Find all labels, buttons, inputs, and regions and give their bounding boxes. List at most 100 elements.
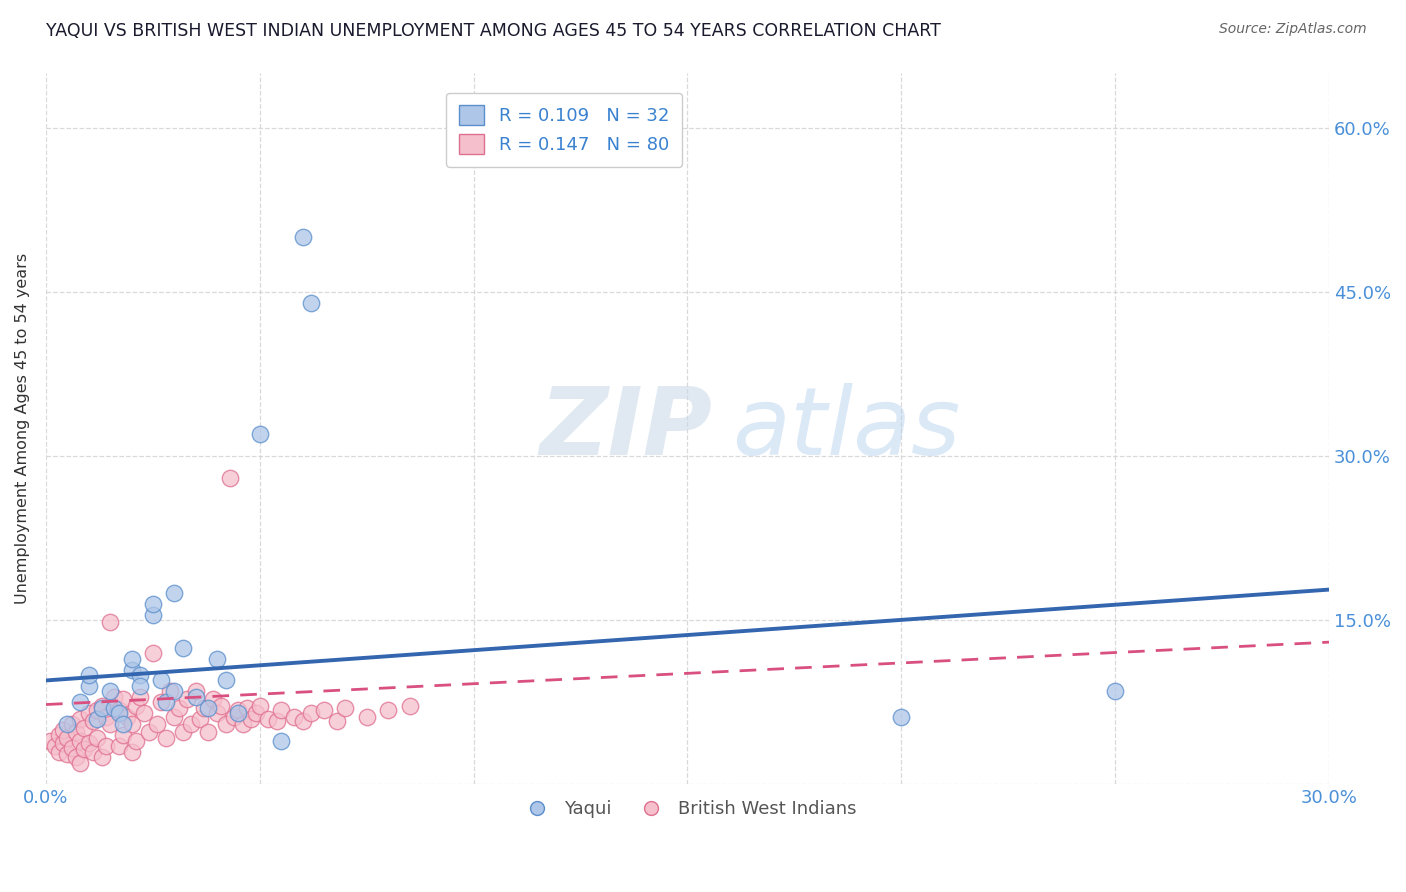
Point (121, 663, 143, 677)
Point (73, 742, 96, 756)
Point (107, 703, 129, 717)
Point (249, 427, 271, 442)
Point (356, 709, 378, 723)
Point (138, 725, 160, 739)
Point (69, 695, 91, 709)
Point (890, 709, 912, 723)
Point (111, 728, 134, 742)
Point (56, 747, 79, 761)
Point (249, 698, 271, 713)
Point (150, 673, 173, 688)
Point (155, 731, 177, 746)
Point (52, 736, 75, 750)
Point (312, 703, 335, 717)
Point (121, 717, 143, 731)
Point (121, 651, 143, 665)
Point (266, 714, 288, 728)
Point (270, 733, 292, 747)
Point (86, 703, 108, 717)
Point (335, 701, 357, 715)
Point (299, 706, 322, 721)
Point (115, 709, 138, 723)
Point (224, 709, 246, 723)
Point (167, 701, 190, 715)
Point (111, 717, 134, 731)
Point (205, 706, 228, 721)
Point (111, 692, 134, 706)
Point (56, 717, 79, 731)
Point (193, 701, 215, 715)
Point (1104, 684, 1126, 698)
Point (56, 731, 79, 746)
Point (214, 717, 236, 731)
Point (48, 728, 70, 742)
Point (205, 651, 228, 665)
Point (77, 668, 100, 682)
Point (94, 709, 117, 723)
Point (73, 721, 96, 735)
Point (65, 725, 87, 739)
Point (377, 703, 399, 717)
Point (69, 712, 91, 726)
Point (257, 712, 280, 726)
Point (125, 733, 148, 747)
Point (69, 756, 91, 770)
Point (159, 684, 181, 698)
Point (90, 698, 112, 713)
Point (44, 739, 66, 753)
Point (82, 745, 104, 759)
Point (77, 679, 100, 693)
Point (270, 703, 292, 717)
Point (184, 690, 207, 704)
Point (398, 698, 420, 713)
Point (98, 717, 121, 731)
Text: atlas: atlas (733, 384, 960, 475)
Point (98, 684, 121, 698)
Point (240, 712, 263, 726)
Point (94, 739, 117, 753)
Point (103, 701, 125, 715)
Point (48, 745, 70, 759)
Point (60, 717, 83, 731)
Text: YAQUI VS BRITISH WEST INDIAN UNEMPLOYMENT AMONG AGES 45 TO 54 YEARS CORRELATION : YAQUI VS BRITISH WEST INDIAN UNEMPLOYMEN… (46, 22, 941, 40)
Legend: Yaqui, British West Indians: Yaqui, British West Indians (512, 793, 863, 825)
Point (326, 714, 349, 728)
Point (107, 706, 129, 721)
Text: Source: ZipAtlas.com: Source: ZipAtlas.com (1219, 22, 1367, 37)
Point (103, 690, 125, 704)
Point (180, 717, 202, 731)
Point (172, 640, 194, 655)
Point (82, 714, 104, 728)
Point (129, 668, 152, 682)
Point (163, 586, 186, 600)
Point (129, 679, 152, 693)
Point (172, 725, 194, 739)
Point (107, 739, 129, 753)
Point (121, 745, 143, 759)
Point (283, 709, 305, 723)
Point (155, 695, 177, 709)
Point (142, 607, 165, 622)
Point (228, 706, 250, 721)
Point (291, 714, 314, 728)
Point (176, 692, 198, 706)
Point (142, 597, 165, 611)
Point (90, 701, 112, 715)
Point (134, 706, 156, 721)
Point (98, 615, 121, 630)
Point (90, 750, 112, 764)
Point (86, 731, 108, 746)
Point (188, 712, 211, 726)
Point (129, 690, 152, 704)
Point (163, 684, 186, 698)
Text: ZIP: ZIP (540, 383, 713, 475)
Point (65, 750, 87, 764)
Point (245, 706, 267, 721)
Point (142, 646, 165, 660)
Y-axis label: Unemployment Among Ages 45 to 54 years: Unemployment Among Ages 45 to 54 years (15, 253, 30, 604)
Point (125, 698, 148, 713)
Point (214, 673, 236, 688)
Point (146, 717, 169, 731)
Point (77, 736, 100, 750)
Point (218, 471, 240, 485)
